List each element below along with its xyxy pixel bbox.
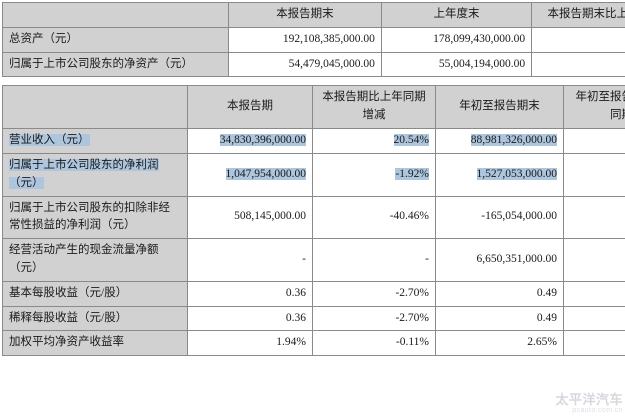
cell-adjusted-net-profit-ytd: -165,054,000.00: [435, 195, 564, 240]
row-label-net-assets: 归属于上市公司股东的净资产（元）: [1, 51, 230, 78]
financial-report-body: 本报告期末 上年度末 本报告期末比上年度末增减 总资产（元） 192,108,3…: [1, 2, 625, 357]
cell-net-assets-change: -0.95%: [531, 51, 625, 78]
cell-revenue-ytd-change: 20.33%: [563, 128, 625, 154]
table-row: 归属于上市公司股东的扣除非经常性损益的净利润（元） 508,145,000.00…: [2, 195, 625, 240]
cell-total-assets-change: 7.87%: [531, 26, 625, 53]
table-row: 归属于上市公司股东的净利润（元） 1,047,954,000.00 -1.92%…: [2, 152, 625, 197]
balance-sheet-table: 本报告期末 上年度末 本报告期末比上年度末增减 总资产（元） 192,108,3…: [1, 2, 625, 78]
cell-total-assets-period-end: 192,108,385,000.00: [228, 26, 382, 53]
header-cell-current-vs-prior: 本报告期比上年同期增减: [312, 85, 436, 130]
table-row: 加权平均净资产收益率 1.94% -0.11% 2.65% -2.26%: [2, 330, 625, 357]
cell-total-assets-prev-year-end: 178,099,430,000.00: [380, 26, 533, 53]
cell-adjusted-net-profit-current: 508,145,000.00: [187, 195, 313, 240]
cell-net-assets-prev-year-end: 55,004,194,000.00: [380, 51, 533, 78]
cell-net-profit-ytd: 1,527,053,000.00: [435, 152, 564, 197]
cell-weighted-roe-current: 1.94%: [187, 330, 313, 357]
cell-revenue-change: 20.54%: [312, 128, 436, 154]
header-cell-blank: [1, 2, 230, 28]
header-cell-ytd-vs-prior: 年初至报告期末比上年同期增减: [563, 85, 625, 130]
cell-operating-cashflow-current: -: [187, 238, 313, 282]
cell-diluted-eps-ytd-change: -48.42%: [563, 305, 625, 332]
header-cell-current-period: 本报告期: [187, 85, 313, 130]
row-label-total-assets: 总资产（元）: [1, 26, 230, 53]
table-row: 基本每股收益（元/股） 0.36 -2.70% 0.49 -48.42%: [2, 280, 625, 307]
cell-basic-eps-ytd: 0.49: [435, 280, 564, 307]
row-label-weighted-roe: 加权平均净资产收益率: [2, 330, 188, 357]
table-row: 营业收入（元） 34,830,396,000.00 20.54% 88,981,…: [2, 128, 625, 154]
cell-net-assets-period-end: 54,479,045,000.00: [228, 51, 382, 78]
row-label-revenue-text: 营业收入（元）: [9, 134, 90, 147]
table-header-row: 本报告期 本报告期比上年同期增减 年初至报告期末 年初至报告期末比上年同期增减: [2, 85, 625, 130]
row-label-revenue: 营业收入（元）: [2, 128, 188, 154]
income-statement-table: 本报告期 本报告期比上年同期增减 年初至报告期末 年初至报告期末比上年同期增减 …: [2, 85, 625, 357]
cell-basic-eps-current: 0.36: [187, 280, 313, 307]
watermark-main-text: 太平洋汽车: [555, 392, 623, 408]
table-row: 总资产（元） 192,108,385,000.00 178,099,430,00…: [1, 26, 625, 53]
header-cell-blank: [2, 85, 188, 130]
table-spacer: [2, 77, 625, 85]
cell-net-profit-ytd-change: -45.26%: [563, 152, 625, 197]
cell-weighted-roe-ytd: 2.65%: [435, 330, 564, 357]
cell-operating-cashflow-ytd: 6,650,351,000.00: [435, 238, 564, 282]
table-row: 稀释每股收益（元/股） 0.36 -2.70% 0.49 -48.42%: [2, 305, 625, 332]
row-label-operating-cashflow: 经营活动产生的现金流量净额（元）: [2, 238, 188, 282]
header-cell-period-end: 本报告期末: [228, 2, 382, 28]
cell-revenue-current: 34,830,396,000.00: [187, 128, 313, 154]
cell-basic-eps-ytd-change: -48.42%: [563, 280, 625, 307]
cell-diluted-eps-current: 0.36: [187, 305, 313, 332]
row-label-diluted-eps: 稀释每股收益（元/股）: [2, 305, 188, 332]
cell-net-profit-current: 1,047,954,000.00: [187, 152, 313, 197]
header-cell-prev-year-end: 上年度末: [380, 2, 533, 28]
watermark: 太平洋汽车 pcauto.com.cn: [555, 393, 623, 414]
cell-weighted-roe-change: -0.11%: [312, 330, 436, 357]
cell-revenue-ytd: 88,981,326,000.00: [435, 128, 564, 154]
cell-operating-cashflow-change: -: [312, 238, 436, 282]
cell-diluted-eps-ytd: 0.49: [435, 305, 564, 332]
cell-basic-eps-change: -2.70%: [312, 280, 436, 307]
row-label-basic-eps: 基本每股收益（元/股）: [2, 280, 188, 307]
cell-net-profit-change: -1.92%: [312, 152, 436, 197]
cell-operating-cashflow-ytd-change: 855.43%: [563, 238, 625, 282]
table-row: 归属于上市公司股东的净资产（元） 54,479,045,000.00 55,00…: [1, 51, 625, 78]
row-label-net-profit: 归属于上市公司股东的净利润（元）: [2, 152, 188, 197]
header-cell-ytd: 年初至报告期末: [435, 85, 564, 130]
row-label-adjusted-net-profit: 归属于上市公司股东的扣除非经常性损益的净利润（元）: [2, 195, 188, 240]
cell-adjusted-net-profit-change: -40.46%: [312, 195, 436, 240]
cell-adjusted-net-profit-ytd-change: -108.62%: [563, 195, 625, 240]
row-label-net-profit-text: 归属于上市公司股东的净利润（元）: [9, 158, 159, 189]
table-header-row: 本报告期末 上年度末 本报告期末比上年度末增减: [1, 2, 625, 28]
cell-weighted-roe-ytd-change: -2.26%: [563, 330, 625, 357]
table-row: 经营活动产生的现金流量净额（元） - - 6,650,351,000.00 85…: [2, 238, 625, 282]
header-cell-period-vs-prev-year: 本报告期末比上年度末增减: [531, 2, 625, 28]
watermark-sub-text: pcauto.com.cn: [572, 406, 623, 414]
cell-diluted-eps-change: -2.70%: [312, 305, 436, 332]
